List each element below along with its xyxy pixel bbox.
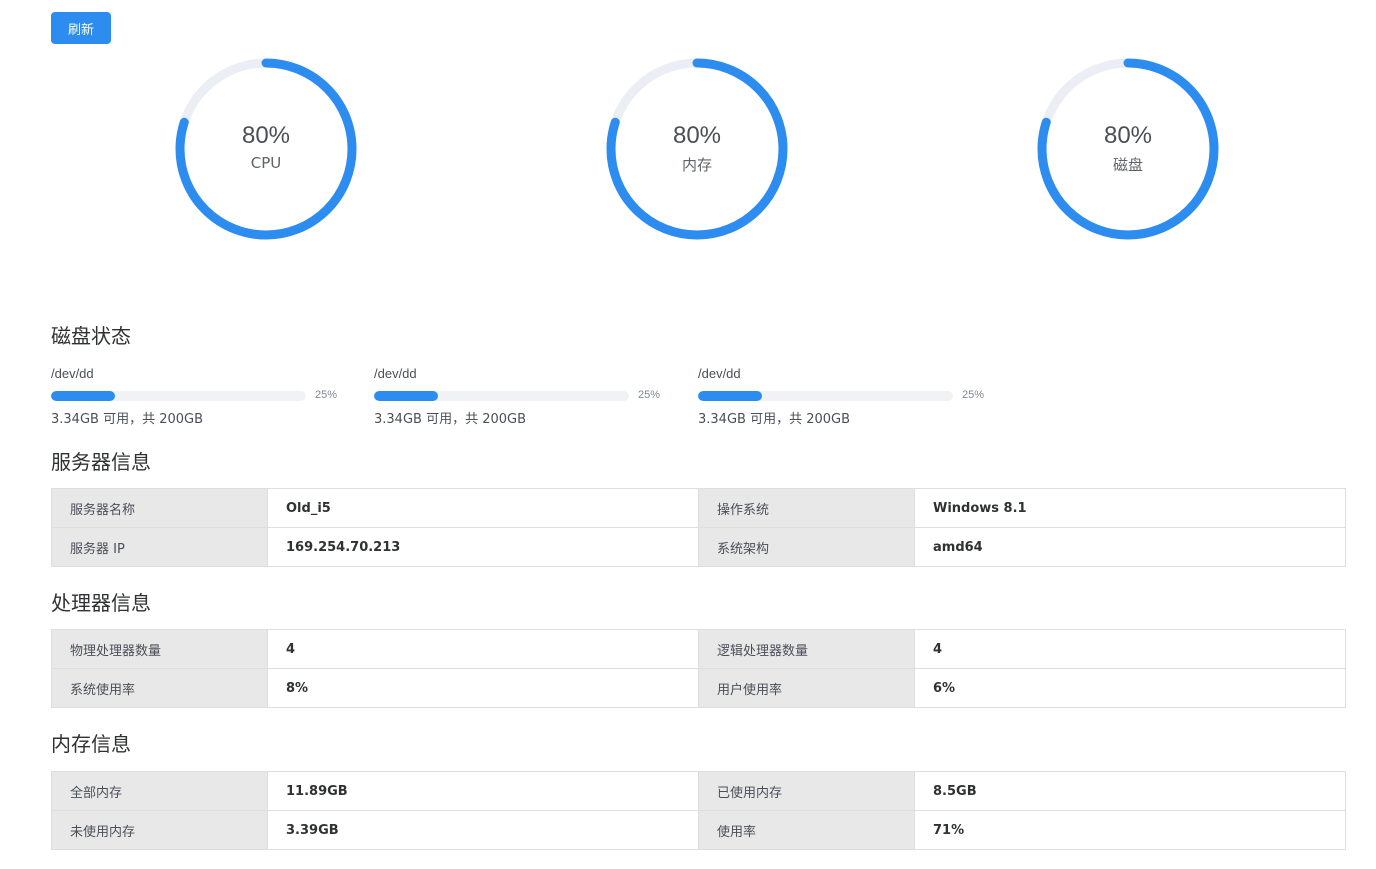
table-row: 服务器 IP 169.254.70.213 系统架构 amd64 — [51, 527, 1346, 567]
cpu-gauge: 80% CPU — [175, 58, 357, 240]
disk-usage-bar — [698, 391, 953, 401]
table-row: 未使用内存 3.39GB 使用率 71% — [51, 810, 1346, 850]
disk-usage-fill — [374, 391, 438, 401]
disk-usage-bar — [51, 391, 306, 401]
disk-gauge: 80% 磁盘 — [1037, 58, 1219, 240]
disk-usage-bar — [374, 391, 629, 401]
table-key: 用户使用率 — [698, 668, 915, 708]
server-info-title: 服务器信息 — [51, 450, 151, 474]
table-key: 系统使用率 — [51, 668, 268, 708]
memory-gauge-ring — [606, 58, 788, 240]
table-value: Windows 8.1 — [914, 488, 1346, 528]
table-value: 6% — [914, 668, 1346, 708]
disk-gauge-label: 磁盘 — [1112, 156, 1143, 174]
table-value: 4 — [914, 629, 1346, 669]
table-row: 物理处理器数量 4 逻辑处理器数量 4 — [51, 629, 1346, 669]
table-key: 未使用内存 — [51, 810, 268, 850]
table-key: 使用率 — [698, 810, 915, 850]
table-key: 已使用内存 — [698, 771, 915, 811]
table-value: 8.5GB — [914, 771, 1346, 811]
server-info-table: 服务器名称 Old_i5 操作系统 Windows 8.1 服务器 IP 169… — [51, 488, 1346, 567]
table-key: 服务器 IP — [51, 527, 268, 567]
disk-item: /dev/dd 25% 3.34GB 可用，共 200GB — [374, 366, 674, 427]
disk-capacity-info: 3.34GB 可用，共 200GB — [374, 412, 527, 427]
disk-capacity-info: 3.34GB 可用，共 200GB — [51, 412, 204, 427]
table-key: 服务器名称 — [51, 488, 268, 528]
table-row: 全部内存 11.89GB 已使用内存 8.5GB — [51, 771, 1346, 811]
memory-gauge: 80% 内存 — [606, 58, 788, 240]
table-value: 8% — [267, 668, 699, 708]
memory-gauge-label: 内存 — [681, 156, 712, 174]
table-key: 全部内存 — [51, 771, 268, 811]
cpu-gauge-ring — [175, 58, 357, 240]
disk-status-title: 磁盘状态 — [51, 324, 131, 348]
memory-gauge-value: 80% — [672, 122, 722, 149]
table-row: 服务器名称 Old_i5 操作系统 Windows 8.1 — [51, 488, 1346, 528]
table-row: 系统使用率 8% 用户使用率 6% — [51, 668, 1346, 708]
disk-name: /dev/dd — [51, 366, 94, 381]
disk-item: /dev/dd 25% 3.34GB 可用，共 200GB — [698, 366, 998, 427]
refresh-button[interactable]: 刷新 — [51, 12, 111, 44]
table-key: 物理处理器数量 — [51, 629, 268, 669]
table-value: 4 — [267, 629, 699, 669]
table-key: 逻辑处理器数量 — [698, 629, 915, 669]
disk-usage-fill — [51, 391, 115, 401]
disk-usage-percent: 25% — [962, 389, 985, 401]
table-value: 11.89GB — [267, 771, 699, 811]
disk-usage-percent: 25% — [638, 389, 661, 401]
table-value: 169.254.70.213 — [267, 527, 699, 567]
cpu-info-table: 物理处理器数量 4 逻辑处理器数量 4 系统使用率 8% 用户使用率 6% — [51, 629, 1346, 708]
table-key: 操作系统 — [698, 488, 915, 528]
table-value: 3.39GB — [267, 810, 699, 850]
disk-capacity-info: 3.34GB 可用，共 200GB — [698, 412, 851, 427]
cpu-gauge-value: 80% — [241, 122, 291, 149]
memory-info-table: 全部内存 11.89GB 已使用内存 8.5GB 未使用内存 3.39GB 使用… — [51, 771, 1346, 850]
cpu-gauge-label: CPU — [250, 154, 282, 172]
table-value: Old_i5 — [267, 488, 699, 528]
cpu-info-title: 处理器信息 — [51, 591, 151, 615]
table-value: 71% — [914, 810, 1346, 850]
memory-info-title: 内存信息 — [51, 732, 131, 756]
disk-name: /dev/dd — [698, 366, 741, 381]
disk-usage-fill — [698, 391, 762, 401]
disk-gauge-ring — [1037, 58, 1219, 240]
table-value: amd64 — [914, 527, 1346, 567]
disk-gauge-value: 80% — [1103, 122, 1153, 149]
disk-name: /dev/dd — [374, 366, 417, 381]
table-key: 系统架构 — [698, 527, 915, 567]
disk-item: /dev/dd 25% 3.34GB 可用，共 200GB — [51, 366, 351, 427]
disk-usage-percent: 25% — [315, 389, 338, 401]
